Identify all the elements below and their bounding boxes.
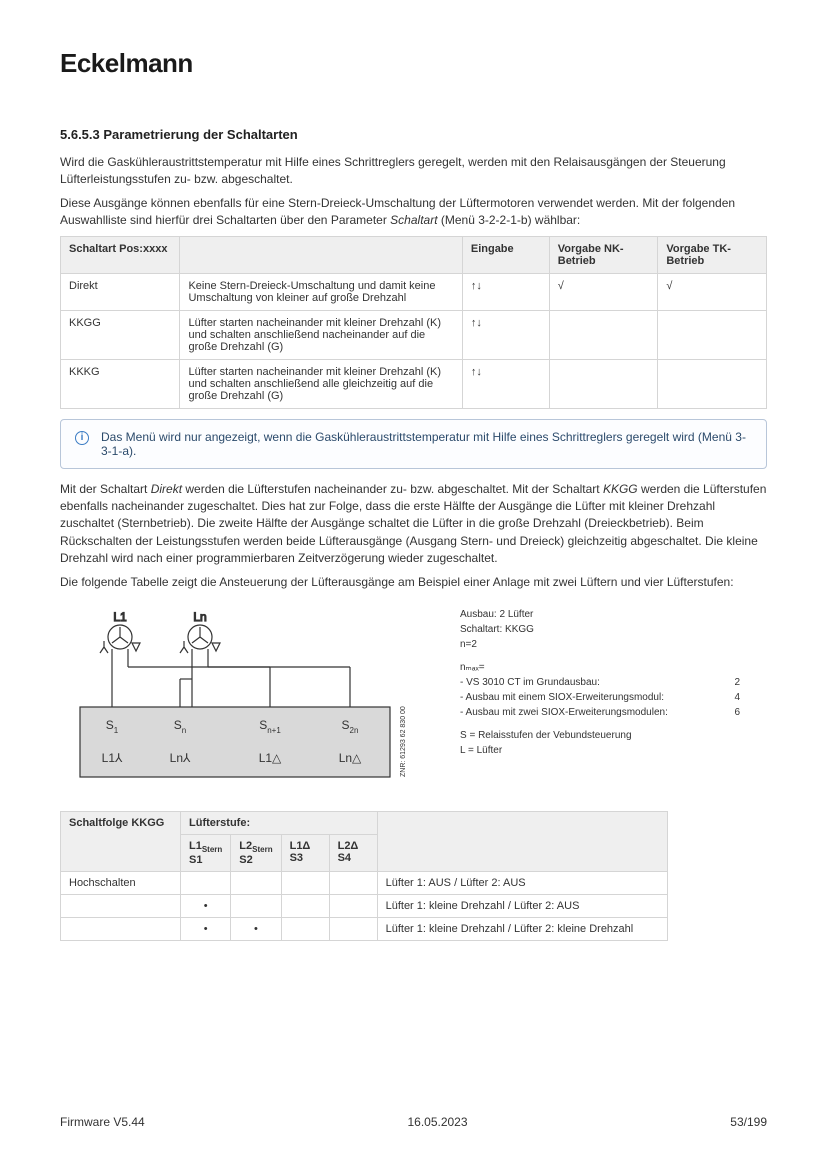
diagram-row: L1 Ln S1 (60, 607, 767, 787)
section-heading: 5.6.5.3 Parametrierung der Schaltarten (60, 127, 767, 142)
p3b: werden die Lüfterstufen nacheinander zu-… (182, 482, 603, 496)
cell-ein: ↑↓ (462, 273, 549, 310)
cell-tk: √ (658, 273, 767, 310)
svg-text:L1△: L1△ (259, 751, 282, 765)
info-box: i Das Menü wird nur angezeigt, wenn die … (60, 419, 767, 469)
th-pos: Schaltart Pos:xxxx (61, 236, 180, 273)
cell-pos: KKGG (61, 310, 180, 359)
cell-ein: ↑↓ (462, 359, 549, 408)
th-tk: Vorgabe TK-Betrieb (658, 236, 767, 273)
cell-dot (231, 895, 281, 918)
cell-nk: √ (549, 273, 658, 310)
paragraph-1: Wird die Gaskühleraustrittstemperatur mi… (60, 154, 767, 189)
cell-dot: • (181, 918, 231, 941)
table-row: DirektKeine Stern-Dreieck-Umschaltung un… (61, 273, 767, 310)
cell-tk (658, 310, 767, 359)
cell-dot (329, 872, 377, 895)
cell-dot (329, 918, 377, 941)
p3-it2: KKGG (603, 482, 638, 496)
page-footer: Firmware V5.44 16.05.2023 53/199 (60, 1115, 767, 1129)
schaltart-table: Schaltart Pos:xxxx Eingabe Vorgabe NK-Be… (60, 236, 767, 409)
para2-italic: Schaltart (390, 213, 437, 227)
t2-subhead: L2SternS2 (231, 834, 281, 871)
cell-dot (281, 895, 329, 918)
wiring-diagram: L1 Ln S1 (60, 607, 420, 787)
cell-label (61, 895, 181, 918)
cell-desc: Lüfter starten nacheinander mit kleiner … (180, 310, 462, 359)
paragraph-2: Diese Ausgänge können ebenfalls für eine… (60, 195, 767, 230)
t2-h3 (377, 811, 667, 871)
cell-nk (549, 359, 658, 408)
t2-subhead: L2ΔS4 (329, 834, 377, 871)
cell-tk (658, 359, 767, 408)
info-icon: i (75, 431, 89, 445)
legend-l: L = Lüfter (460, 743, 740, 758)
legend-row: - VS 3010 CT im Grundausbau:2 (460, 675, 740, 690)
t2-subhead: L1ΔS3 (281, 834, 329, 871)
table-row: •• Lüfter 1: kleine Drehzahl / Lüfter 2: … (61, 918, 668, 941)
table-row: KKKGLüfter starten nacheinander mit klei… (61, 359, 767, 408)
cell-dot (231, 872, 281, 895)
footer-left: Firmware V5.44 (60, 1115, 145, 1129)
cell-text: Lüfter 1: kleine Drehzahl / Lüfter 2: kl… (377, 918, 667, 941)
legend-l3: n=2 (460, 637, 740, 652)
svg-text:Ln⅄: Ln⅄ (170, 751, 191, 765)
cell-dot (181, 872, 231, 895)
table-row: Hochschalten Lüfter 1: AUS / Lüfter 2: AU… (61, 872, 668, 895)
footer-right: 53/199 (730, 1115, 767, 1129)
cell-ein: ↑↓ (462, 310, 549, 359)
schaltfolge-table: Schaltfolge KKGG Lüfterstufe: L1SternS1L… (60, 811, 668, 941)
p3-it1: Direkt (151, 482, 182, 496)
legend-row: - Ausbau mit einem SIOX-Erweiterungsmodu… (460, 690, 740, 705)
cell-dot: • (181, 895, 231, 918)
paragraph-4: Die folgende Tabelle zeigt die Ansteueru… (60, 574, 767, 591)
p3a: Mit der Schaltart (60, 482, 151, 496)
cell-label (61, 918, 181, 941)
table-row: KKGGLüfter starten nacheinander mit klei… (61, 310, 767, 359)
th-eingabe: Eingabe (462, 236, 549, 273)
table-row: • Lüfter 1: kleine Drehzahl / Lüfter 2: A… (61, 895, 668, 918)
cell-pos: KKKG (61, 359, 180, 408)
th-nk: Vorgabe NK-Betrieb (549, 236, 658, 273)
paragraph-3: Mit der Schaltart Direkt werden die Lüft… (60, 481, 767, 568)
legend-nmax: nₘₐₓ= (460, 660, 740, 675)
cell-desc: Keine Stern-Dreieck-Umschaltung und dami… (180, 273, 462, 310)
t2-h1: Schaltfolge KKGG (61, 811, 181, 871)
t2-h2: Lüfterstufe: (181, 811, 378, 834)
th-desc (180, 236, 462, 273)
cell-text: Lüfter 1: kleine Drehzahl / Lüfter 2: AU… (377, 895, 667, 918)
cell-pos: Direkt (61, 273, 180, 310)
legend-l1: Ausbau: 2 Lüfter (460, 607, 740, 622)
svg-text:Ln△: Ln△ (339, 751, 362, 765)
cell-label: Hochschalten (61, 872, 181, 895)
legend-row: - Ausbau mit zwei SIOX-Erweiterungsmodul… (460, 705, 740, 720)
t2-subhead: L1SternS1 (181, 834, 231, 871)
svg-text:L1: L1 (113, 610, 127, 624)
cell-dot: • (231, 918, 281, 941)
para2-b: (Menü 3-2-2-1-b) wählbar: (438, 213, 581, 227)
svg-text:L1⅄: L1⅄ (102, 751, 123, 765)
diagram-legend: Ausbau: 2 Lüfter Schaltart: KKGG n=2 nₘₐ… (460, 607, 740, 787)
svg-text:ZNR: 61293 62 830 00: ZNR: 61293 62 830 00 (400, 706, 407, 777)
brand-logo: Eckelmann (60, 48, 767, 79)
legend-s: S = Relaisstufen der Vebundsteuerung (460, 728, 740, 743)
info-text: Das Menü wird nur angezeigt, wenn die Ga… (101, 430, 752, 458)
cell-dot (281, 918, 329, 941)
svg-text:Ln: Ln (193, 610, 206, 624)
legend-l2: Schaltart: KKGG (460, 622, 740, 637)
cell-text: Lüfter 1: AUS / Lüfter 2: AUS (377, 872, 667, 895)
cell-dot (329, 895, 377, 918)
cell-dot (281, 872, 329, 895)
cell-nk (549, 310, 658, 359)
cell-desc: Lüfter starten nacheinander mit kleiner … (180, 359, 462, 408)
footer-center: 16.05.2023 (407, 1115, 467, 1129)
